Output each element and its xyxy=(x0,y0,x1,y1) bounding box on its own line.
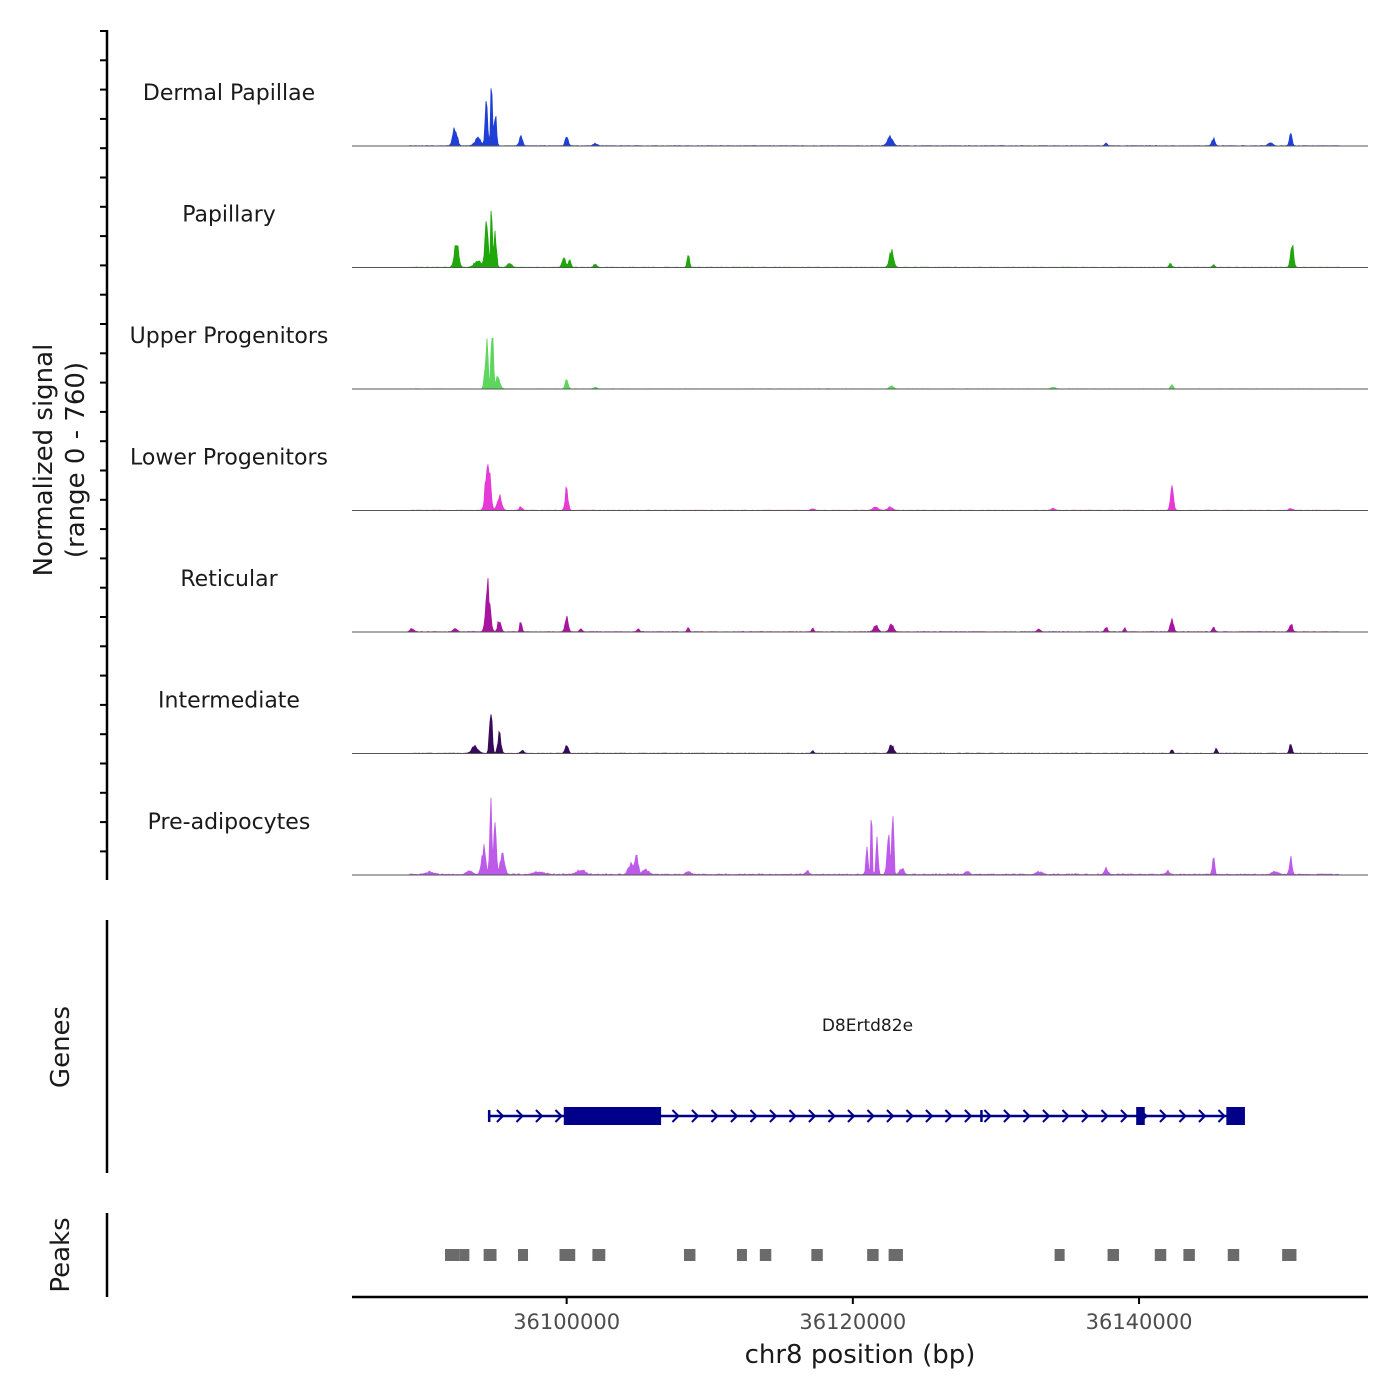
track-label: Intermediate xyxy=(158,689,300,714)
strand-arrow xyxy=(691,1109,700,1123)
track-label: Dermal Papillae xyxy=(143,81,315,106)
gene-name-label: D8Ertd82e xyxy=(822,1016,913,1036)
exon-block xyxy=(563,1107,662,1125)
exon-block xyxy=(980,1110,983,1122)
signal-area xyxy=(352,210,1368,268)
strand-arrow xyxy=(496,1109,505,1123)
peak-region xyxy=(1282,1249,1297,1261)
peak-region xyxy=(559,1249,576,1261)
peak-region xyxy=(759,1249,772,1261)
peak-region xyxy=(1227,1249,1240,1261)
track-label: Pre-adipocytes xyxy=(148,810,311,835)
signal-area xyxy=(352,714,1368,754)
peak-region xyxy=(888,1249,903,1261)
peak-region xyxy=(517,1249,529,1261)
strand-arrow xyxy=(1120,1109,1129,1123)
peak-region xyxy=(1054,1249,1065,1261)
peak-region xyxy=(483,1249,497,1261)
strand-arrow xyxy=(905,1109,914,1123)
strand-arrow xyxy=(925,1109,934,1123)
track-dermal-papillae: Dermal Papillae xyxy=(143,81,1368,147)
peak-regions xyxy=(445,1249,1297,1261)
x-tick-label: 36120000 xyxy=(799,1310,906,1334)
peak-region xyxy=(867,1249,879,1261)
strand-arrow xyxy=(671,1109,680,1123)
strand-arrow xyxy=(866,1109,875,1123)
strand-arrow xyxy=(788,1109,797,1123)
track-label: Upper Progenitors xyxy=(130,324,329,349)
strand-arrow xyxy=(964,1109,973,1123)
strand-arrow xyxy=(554,1109,563,1123)
track-intermediate: Intermediate xyxy=(158,689,1368,754)
strand-arrow xyxy=(749,1109,758,1123)
strand-arrow xyxy=(730,1109,739,1123)
signal-area xyxy=(352,464,1368,511)
exon-block xyxy=(487,1110,491,1122)
strand-arrow xyxy=(710,1109,719,1123)
strand-arrow xyxy=(944,1109,953,1123)
exon-block xyxy=(1136,1107,1145,1125)
peak-region xyxy=(445,1249,460,1261)
strand-arrow xyxy=(808,1109,817,1123)
peak-region xyxy=(736,1249,747,1261)
strand-arrow xyxy=(1198,1109,1207,1123)
track-label: Papillary xyxy=(182,203,276,228)
peak-region xyxy=(811,1249,823,1261)
strand-arrow xyxy=(1003,1109,1012,1123)
strand-arrow xyxy=(1159,1109,1168,1123)
track-lower-progenitors: Lower Progenitors xyxy=(130,446,1368,511)
strand-arrow xyxy=(847,1109,856,1123)
strand-arrow xyxy=(1178,1109,1187,1123)
signal-area xyxy=(352,337,1368,390)
peak-region xyxy=(1154,1249,1167,1261)
exon-block xyxy=(1226,1107,1245,1125)
signal-area xyxy=(352,578,1368,633)
peak-region xyxy=(1107,1249,1120,1261)
signal-area xyxy=(352,88,1368,147)
y-axis-title-range: (range 0 - 760) xyxy=(61,362,91,558)
peaks-track-label: Peaks xyxy=(46,1217,76,1292)
gene-model: D8Ertd82e xyxy=(487,1016,1245,1125)
x-tick-label: 36100000 xyxy=(513,1310,620,1334)
strand-arrow xyxy=(1061,1109,1070,1123)
strand-arrow xyxy=(535,1109,544,1123)
track-label: Lower Progenitors xyxy=(130,446,328,471)
x-axis-title: chr8 position (bp) xyxy=(745,1340,976,1370)
strand-arrow xyxy=(1217,1109,1226,1123)
y-axis-title: Normalized signal xyxy=(29,344,59,577)
track-papillary: Papillary xyxy=(182,203,1368,268)
strand-arrow xyxy=(1042,1109,1051,1123)
peak-region xyxy=(592,1249,606,1261)
peak-region xyxy=(1183,1249,1195,1261)
strand-arrow xyxy=(886,1109,895,1123)
track-upper-progenitors: Upper Progenitors xyxy=(130,324,1368,390)
track-pre-adipocytes: Pre-adipocytes xyxy=(148,797,1368,876)
strand-arrow xyxy=(1100,1109,1109,1123)
x-tick-label: 36140000 xyxy=(1086,1310,1193,1334)
chart-layers: Dermal Papillae Papillary Upper Progenitor… xyxy=(100,30,1368,1334)
track-label: Reticular xyxy=(180,567,278,592)
strand-arrow xyxy=(983,1109,992,1123)
track-reticular: Reticular xyxy=(180,567,1368,633)
strand-arrow xyxy=(515,1109,524,1123)
strand-arrow xyxy=(769,1109,778,1123)
strand-arrow xyxy=(1022,1109,1031,1123)
genes-track-label: Genes xyxy=(46,1006,76,1088)
signal-area xyxy=(352,797,1368,876)
strand-arrow xyxy=(1081,1109,1090,1123)
peak-region xyxy=(459,1249,470,1261)
strand-arrow xyxy=(827,1109,836,1123)
peak-region xyxy=(683,1249,696,1261)
